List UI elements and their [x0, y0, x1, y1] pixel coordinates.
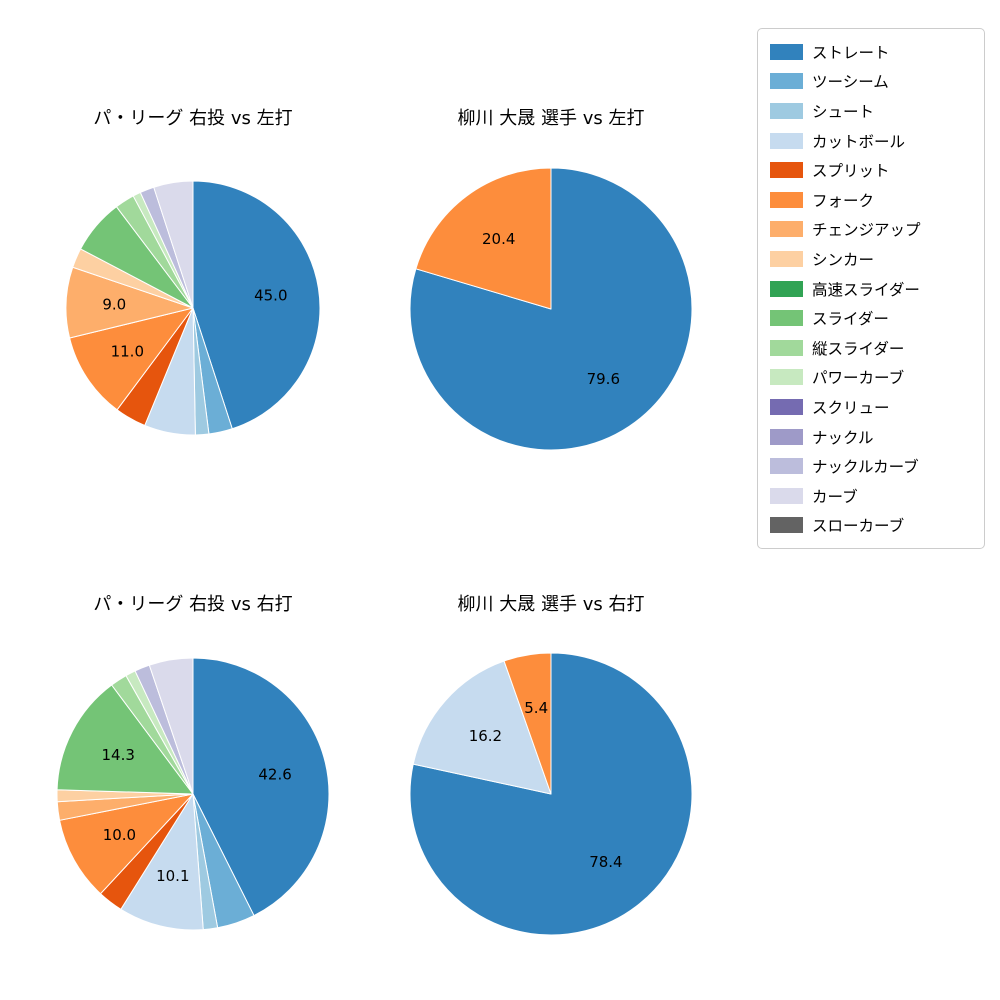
legend-item: パワーカーブ	[770, 363, 974, 393]
legend-label: スクリュー	[812, 398, 890, 417]
legend-swatch	[770, 73, 803, 90]
legend-label: チェンジアップ	[812, 221, 921, 240]
legend-item: スローカーブ	[770, 511, 974, 541]
legend-swatch	[770, 428, 803, 445]
slice-label: 79.6	[587, 370, 620, 388]
legend-swatch	[770, 458, 803, 475]
legend-item: スプリット	[770, 155, 974, 185]
chart-title: パ・リーグ 右投 vs 左打	[93, 108, 293, 129]
legend-swatch	[770, 369, 803, 386]
legend-label: スローカーブ	[812, 517, 905, 536]
slice-label: 78.4	[589, 853, 622, 871]
legend-item: ツーシーム	[770, 67, 974, 97]
legend-label: スライダー	[812, 310, 889, 329]
slice-label: 5.4	[524, 699, 548, 717]
pie-slice	[192, 657, 330, 917]
legend-swatch	[770, 43, 803, 60]
legend-item: チェンジアップ	[770, 215, 974, 245]
legend-swatch	[770, 280, 803, 297]
slice-label: 14.3	[101, 746, 134, 764]
chart-title: 柳川 大晟 選手 vs 左打	[457, 108, 645, 129]
legend-label: シュート	[812, 102, 875, 121]
legend-label: ツーシーム	[812, 73, 889, 92]
slice-label: 9.0	[102, 296, 126, 314]
legend-swatch	[770, 398, 803, 415]
chart-title: パ・リーグ 右投 vs 右打	[93, 594, 293, 615]
legend-label: カットボール	[812, 132, 906, 151]
legend-label: フォーク	[812, 191, 875, 210]
legend-item: 縦スライダー	[770, 333, 974, 363]
pie-slice	[59, 793, 194, 895]
legend-swatch	[770, 102, 803, 119]
legend-swatch	[770, 517, 803, 534]
slice-label: 10.1	[156, 867, 189, 885]
legend-swatch	[770, 191, 803, 208]
legend-label: 縦スライダー	[812, 339, 905, 358]
legend-swatch	[770, 339, 803, 356]
legend-label: スプリット	[812, 162, 890, 181]
legend-swatch	[770, 132, 803, 149]
pie-slice	[56, 684, 194, 795]
legend-label: シンカー	[812, 250, 875, 269]
pie-slice	[412, 660, 552, 795]
legend-item: ナックル	[770, 422, 974, 452]
pie-slice	[409, 652, 693, 936]
slice-label: 11.0	[111, 342, 144, 360]
legend-item: ナックルカーブ	[770, 451, 974, 481]
slice-label: 45.0	[254, 287, 287, 305]
chart-title: 柳川 大晟 選手 vs 右打	[457, 594, 645, 615]
legend-swatch	[770, 487, 803, 504]
legend: ストレートツーシームシュートカットボール スプリットフォークチェンジアップ シンカー…	[757, 28, 985, 550]
legend-items: ストレートツーシームシュートカットボール スプリットフォークチェンジアップ シンカー…	[770, 37, 974, 540]
pie-slice	[409, 167, 693, 451]
legend-swatch	[770, 162, 803, 179]
legend-item: フォーク	[770, 185, 974, 215]
pie-slice	[503, 652, 552, 795]
legend-label: 高速スライダー	[812, 280, 920, 299]
pie-slice	[148, 657, 194, 795]
slice-label: 20.4	[482, 230, 515, 248]
legend-item: ストレート	[770, 37, 974, 67]
legend-item: カットボール	[770, 126, 974, 156]
legend-swatch	[770, 250, 803, 267]
pie-slice	[192, 180, 321, 430]
pie-slice	[120, 793, 204, 931]
pie-slice	[153, 180, 194, 309]
legend-item: スライダー	[770, 303, 974, 333]
legend-item: カーブ	[770, 481, 974, 511]
legend-label: パワーカーブ	[812, 369, 905, 388]
legend-item: スクリュー	[770, 392, 974, 422]
slice-label: 16.2	[469, 727, 502, 745]
legend-label: ナックルカーブ	[812, 458, 919, 477]
legend-item: シンカー	[770, 244, 974, 274]
legend-label: ナックル	[812, 428, 874, 447]
pie-slice	[69, 307, 194, 411]
legend-label: カーブ	[812, 487, 858, 506]
legend-label: ストレート	[812, 43, 890, 62]
slice-label: 42.6	[258, 766, 291, 784]
slice-label: 10.0	[103, 826, 136, 844]
legend-item: シュート	[770, 96, 974, 126]
legend-item: 高速スライダー	[770, 274, 974, 304]
legend-swatch	[770, 221, 803, 238]
pie-slice	[415, 167, 552, 310]
legend-swatch	[770, 310, 803, 327]
